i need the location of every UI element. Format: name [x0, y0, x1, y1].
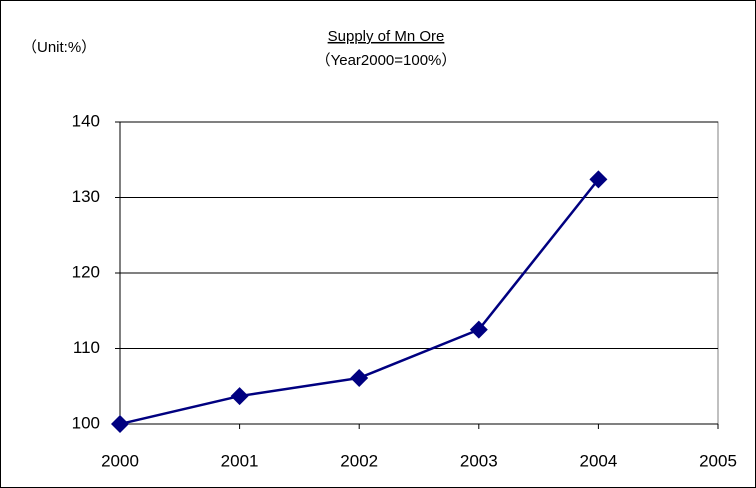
data-point: [469, 320, 488, 339]
unit-label: （Unit:%）: [22, 39, 96, 56]
x-tick-label: 2000: [101, 451, 139, 470]
x-tick-label: 2002: [340, 451, 378, 470]
chart-subtitle: （Year2000=100%）: [316, 52, 457, 69]
x-tick-label: 2004: [579, 451, 617, 470]
data-point: [350, 368, 369, 387]
y-tick-label: 140: [72, 111, 100, 130]
x-tick-label: 2003: [460, 451, 498, 470]
x-tick-label: 2005: [699, 451, 737, 470]
x-tick-label: 2001: [221, 451, 259, 470]
y-tick-label: 110: [73, 338, 100, 357]
data-point: [111, 415, 129, 433]
data-point: [589, 170, 608, 189]
y-tick-label: 120: [72, 262, 100, 281]
data-point: [230, 387, 249, 406]
y-tick-label: 100: [72, 413, 100, 432]
chart-title: Supply of Mn Ore: [328, 28, 445, 45]
y-tick-label: 130: [72, 187, 100, 206]
